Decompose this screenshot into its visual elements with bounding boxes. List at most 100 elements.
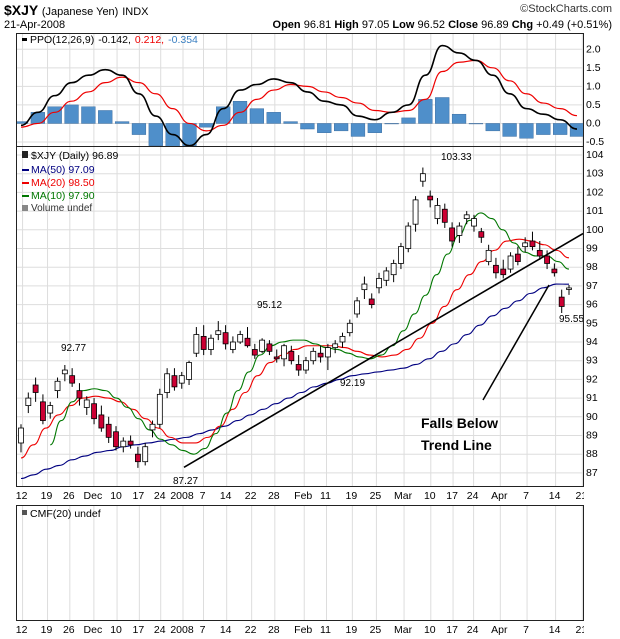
candle-body	[127, 440, 134, 446]
x-bottom-tick-14: 19	[346, 624, 358, 636]
date-axis-top: 12 19 26 Dec 10 17 24 2008 7 14 22 28 Feb 11 19 25 Mar 10…	[16, 490, 584, 502]
candle-body	[390, 263, 397, 276]
label-87-27: 87.27	[173, 476, 198, 486]
ppo-hist-bar	[435, 97, 450, 124]
ma50-line	[20, 283, 570, 480]
price-y-axis: 104 103 102 101 100 99 98 97 96 95 94 93 92 91 90 89 88 8…	[586, 149, 604, 479]
candle-body	[493, 264, 499, 274]
close-value: 96.89	[481, 19, 509, 31]
ppo-hist-bar	[350, 123, 366, 137]
price-y-tick-16: 88	[586, 448, 598, 460]
ppo-hist-bar	[384, 123, 399, 125]
candle-body	[514, 253, 521, 262]
x-top-tick-11: 28	[268, 490, 280, 502]
volume-swatch	[22, 205, 28, 211]
candle-body	[507, 255, 514, 270]
price-legend-main: $XJY (Daily) 96.89	[31, 150, 119, 162]
ppo-hist-bar	[502, 123, 517, 137]
candle-body	[244, 337, 251, 347]
x-bottom-tick-23: 21	[575, 624, 584, 636]
candle-body	[478, 231, 485, 238]
x-top-tick-5: 17	[132, 490, 144, 502]
ppo-hist-bar	[519, 123, 534, 139]
price-y-tick-8: 96	[586, 299, 598, 311]
candle-body	[558, 296, 565, 307]
candle-body	[120, 440, 127, 448]
candle-body	[485, 249, 492, 262]
ppo-lines	[20, 44, 578, 147]
candle-body	[25, 397, 32, 406]
price-y-tick-1: 103	[586, 168, 604, 180]
chart-header: $XJY (Japanese Yen) INDX 21-Apr-2008 ©St…	[0, 0, 620, 34]
ppo-chart: PPO(12,26,9) -0.142, 0.212, -0.354	[13, 34, 585, 150]
ppo-hist-bar	[485, 123, 500, 132]
x-top-tick-13: 11	[320, 490, 331, 502]
note-line-2: Trend Line	[421, 437, 492, 453]
candle-body	[398, 246, 404, 264]
ppo-hist-bar	[199, 123, 214, 128]
candle-body	[463, 214, 470, 219]
x-top-tick-7: 2008	[170, 490, 194, 502]
candle-body	[310, 350, 317, 362]
price-y-tick-10: 94	[586, 336, 598, 348]
cmf-grid	[22, 506, 583, 620]
ppo-hist-bar	[451, 113, 467, 124]
x-bottom-tick-4: 10	[110, 624, 122, 636]
low-value: 96.52	[417, 19, 446, 31]
label-95-12: 95.12	[257, 300, 282, 311]
ppo-y-tick-0: 2.0	[586, 43, 601, 55]
candle-body	[500, 268, 507, 276]
candle-body	[98, 414, 105, 429]
ppo-hist-bar	[401, 117, 416, 124]
date-axis-bottom: 12 19 26 Dec 10 17 24 2008 7 14 22 28 Feb 11 19 25 Mar 10…	[16, 624, 584, 636]
ppo-y-tick-5: -0.5	[586, 136, 604, 148]
x-top-tick-0: 12	[16, 490, 28, 502]
ppo-legend-swatch	[22, 38, 27, 41]
x-bottom-tick-7: 2008	[170, 624, 194, 636]
x-bottom-tick-10: 22	[245, 624, 257, 636]
price-panel: $XJY (Daily) 96.89 MA(50) 97.09 MA(20) 9…	[16, 146, 584, 487]
x-bottom-tick-15: 25	[370, 624, 382, 636]
x-bottom-tick-8: 7	[200, 624, 206, 636]
ppo-hist-bar	[131, 123, 147, 135]
ppo-panel: PPO(12,26,9) -0.142, 0.212, -0.354	[13, 33, 585, 150]
candle-body	[54, 380, 61, 392]
candle-body	[135, 453, 141, 463]
x-top-tick-23: 21	[575, 490, 584, 502]
trend-line	[183, 232, 584, 468]
symbol-title: $XJY (Japanese Yen) INDX	[4, 2, 149, 18]
candle-body	[105, 423, 112, 438]
x-top-tick-1: 19	[41, 490, 53, 502]
volume-legend: Volume undef	[31, 203, 92, 214]
price-y-tick-9: 95	[586, 317, 598, 329]
ppo-hist-bar	[283, 121, 298, 124]
low-label: Low	[392, 19, 415, 31]
x-top-tick-10: 22	[245, 490, 257, 502]
ppo-hist-bar	[536, 123, 551, 135]
candle-body	[522, 242, 529, 248]
price-y-tick-14: 90	[586, 411, 598, 423]
label-92-19: 92.19	[340, 378, 365, 389]
ppo-hist-bar	[334, 123, 349, 132]
candle-body	[332, 343, 339, 349]
label-92-77: 92.77	[61, 343, 86, 354]
candle-body	[427, 195, 434, 201]
candle-body	[156, 393, 163, 425]
ppo-y-tick-2: 1.0	[586, 80, 601, 92]
candle-body	[412, 199, 419, 225]
x-top-tick-14: 19	[346, 490, 358, 502]
price-y-tick-3: 101	[586, 205, 604, 217]
candle-body	[368, 298, 375, 306]
candle-body	[456, 225, 463, 236]
x-bottom-tick-1: 19	[41, 624, 53, 636]
ppo-hist-bar	[249, 108, 264, 124]
candle-body	[266, 343, 273, 352]
ppo-hist-bar	[64, 104, 79, 124]
x-bottom-tick-11: 28	[268, 624, 280, 636]
high-value: 97.05	[361, 19, 390, 31]
ppo-legend-text: PPO(12,26,9) -0.142, 0.212, -0.354	[30, 34, 198, 46]
price-legend-swatch	[22, 151, 28, 158]
x-top-tick-12: Feb	[294, 490, 312, 502]
ppo-hist-bar	[148, 123, 163, 146]
ppo-histogram	[13, 97, 585, 150]
